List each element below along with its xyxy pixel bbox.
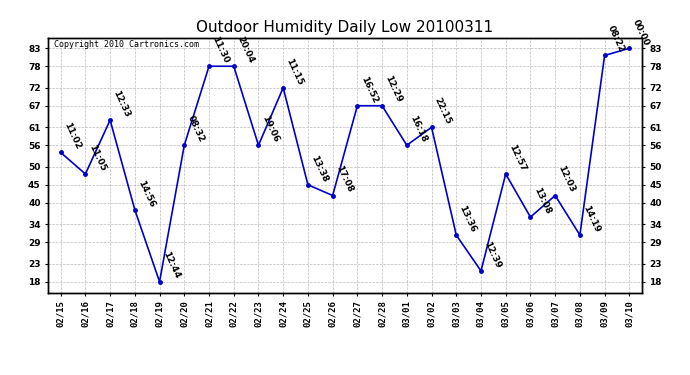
Text: 11:05: 11:05 (87, 143, 107, 172)
Text: 12:39: 12:39 (482, 240, 503, 270)
Text: 19:06: 19:06 (260, 114, 280, 144)
Text: 16:18: 16:18 (408, 114, 428, 144)
Title: Outdoor Humidity Daily Low 20100311: Outdoor Humidity Daily Low 20100311 (197, 20, 493, 35)
Text: 12:57: 12:57 (507, 143, 527, 172)
Text: 20:04: 20:04 (235, 35, 255, 65)
Text: 13:38: 13:38 (309, 154, 330, 183)
Text: 12:03: 12:03 (557, 165, 577, 194)
Text: 11:15: 11:15 (284, 57, 305, 86)
Text: 08:22: 08:22 (606, 24, 627, 54)
Text: Copyright 2010 Cartronics.com: Copyright 2010 Cartronics.com (55, 40, 199, 49)
Text: 13:36: 13:36 (457, 204, 478, 234)
Text: 12:29: 12:29 (384, 75, 404, 104)
Text: 17:08: 17:08 (334, 164, 354, 194)
Text: 14:19: 14:19 (581, 204, 602, 234)
Text: 11:02: 11:02 (62, 122, 82, 151)
Text: 14:56: 14:56 (136, 178, 157, 209)
Text: 16:52: 16:52 (359, 75, 379, 104)
Text: 13:08: 13:08 (532, 186, 552, 216)
Text: 12:44: 12:44 (161, 251, 181, 280)
Text: 22:15: 22:15 (433, 96, 453, 126)
Text: 08:32: 08:32 (186, 114, 206, 144)
Text: 00:00: 00:00 (631, 18, 651, 47)
Text: 11:30: 11:30 (210, 35, 230, 65)
Text: 12:33: 12:33 (112, 89, 132, 119)
